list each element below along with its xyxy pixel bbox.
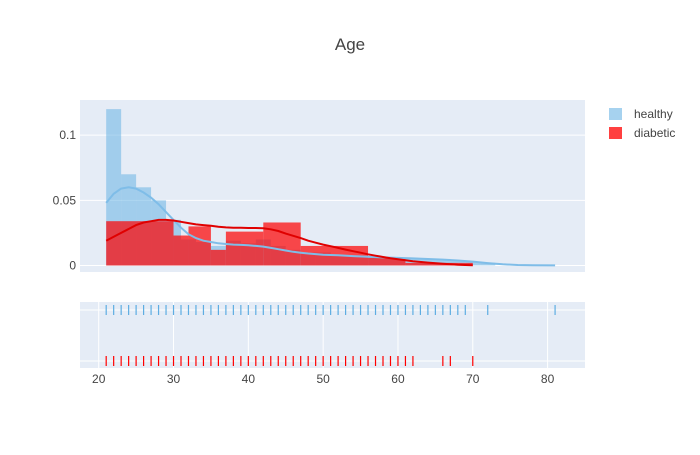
x-tick-label: 20 [92,372,106,386]
x-tick-label: 50 [316,372,330,386]
histogram-bar [435,258,451,266]
legend-swatch [609,127,622,139]
chart-title: Age [335,35,365,54]
rug-series-diabetic [105,356,474,366]
legend-item-healthy[interactable]: healthy [609,107,673,121]
rug-ticks [105,305,556,366]
rug-series-healthy [105,305,556,315]
histogram-bar [106,221,174,266]
histogram-bars [106,109,496,266]
histogram-bar [173,235,189,266]
x-tick-label: 60 [391,372,405,386]
legend[interactable]: healthy diabetic [609,107,675,140]
x-tick-label: 40 [242,372,256,386]
histogram-bar [480,262,496,266]
y-tick-label: 0.05 [53,193,77,207]
density-curve-diabetic [105,218,473,267]
histogram-bar [210,249,226,266]
x-tick-label: 80 [541,372,555,386]
x-tick-label: 30 [167,372,181,386]
axis-tick-labels: 0 0.05 0.1 20 30 40 50 60 70 80 [53,128,555,386]
legend-swatch [609,108,622,120]
histogram-bar [405,258,421,266]
density-curve-healthy [105,186,556,267]
density-curves [105,186,556,267]
y-tick-label: 0 [69,258,76,272]
rug-plot-area [80,302,585,368]
histogram-bar [188,226,211,266]
histogram-bar [225,231,264,266]
legend-label: healthy [634,107,673,121]
legend-item-diabetic[interactable]: diabetic [609,126,675,140]
histogram-series-diabetic [106,221,473,266]
x-tick-label: 70 [466,372,480,386]
legend-label: diabetic [634,126,675,140]
y-tick-label: 0.1 [59,128,76,142]
histogram-bar [368,257,406,266]
